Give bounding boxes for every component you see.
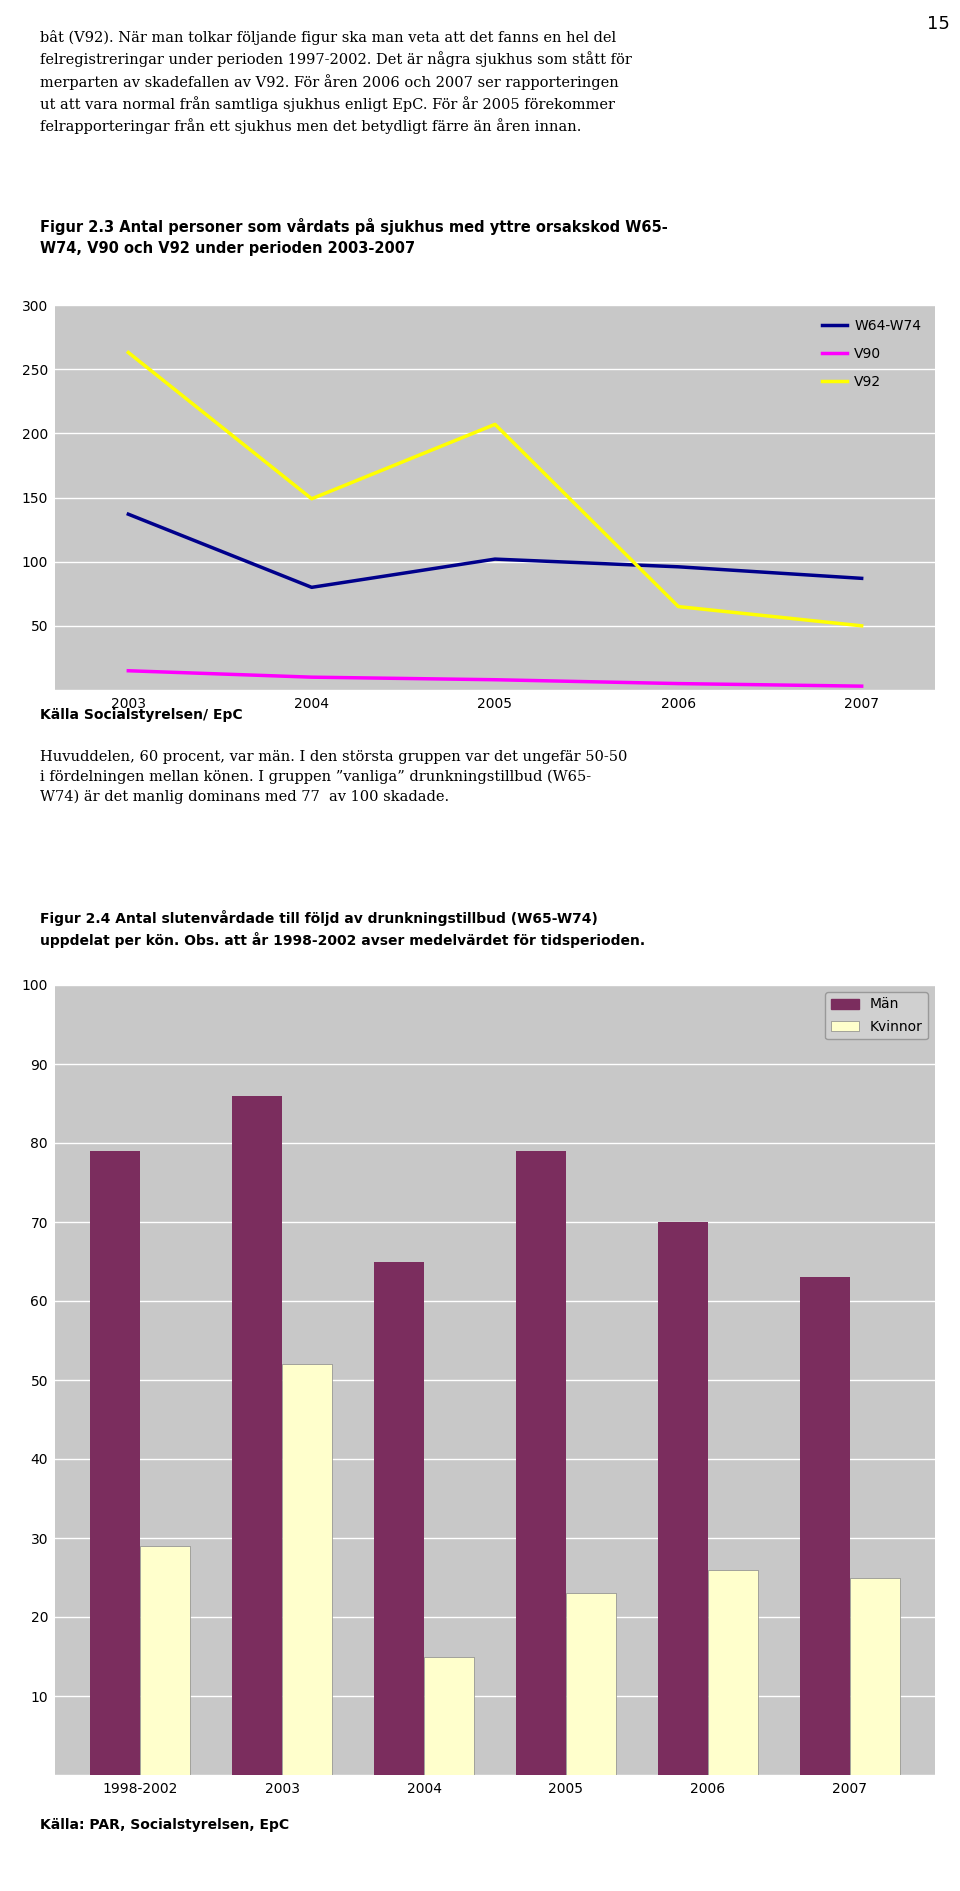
Text: 15: 15: [927, 15, 950, 32]
Bar: [801, 1276, 850, 1776]
Bar: [659, 1222, 708, 1776]
Bar: [90, 1152, 140, 1776]
Text: Källa: PAR, Socialstyrelsen, EpC: Källa: PAR, Socialstyrelsen, EpC: [40, 1817, 289, 1832]
Text: Figur 2.3 Antal personer som vårdats på sjukhus med yttre orsakskod W65-
W74, V9: Figur 2.3 Antal personer som vårdats på …: [40, 217, 668, 255]
Bar: [140, 1547, 190, 1776]
Bar: [516, 1152, 566, 1776]
Text: Figur 2.4 Antal slutenvårdade till följd av drunkningstillbud (W65-W74)
uppdelat: Figur 2.4 Antal slutenvårdade till följd…: [40, 910, 645, 949]
Bar: [374, 1261, 424, 1776]
Bar: [850, 1577, 900, 1776]
Bar: [708, 1570, 757, 1776]
Legend: Män, Kvinnor: Män, Kvinnor: [826, 993, 928, 1040]
Bar: [424, 1657, 473, 1776]
Text: bât (V92). När man tolkar följande figur ska man veta att det fanns en hel del
f: bât (V92). När man tolkar följande figur…: [40, 30, 632, 134]
Bar: [282, 1363, 332, 1776]
Bar: [232, 1095, 282, 1776]
Legend: W64-W74, V90, V92: W64-W74, V90, V92: [815, 312, 928, 395]
Text: Källa Socialstyrelsen/ EpC: Källa Socialstyrelsen/ EpC: [40, 707, 243, 722]
Text: Huvuddelen, 60 procent, var män. I den största gruppen var det ungefär 50-50
i f: Huvuddelen, 60 procent, var män. I den s…: [40, 751, 628, 804]
Bar: [566, 1594, 615, 1776]
